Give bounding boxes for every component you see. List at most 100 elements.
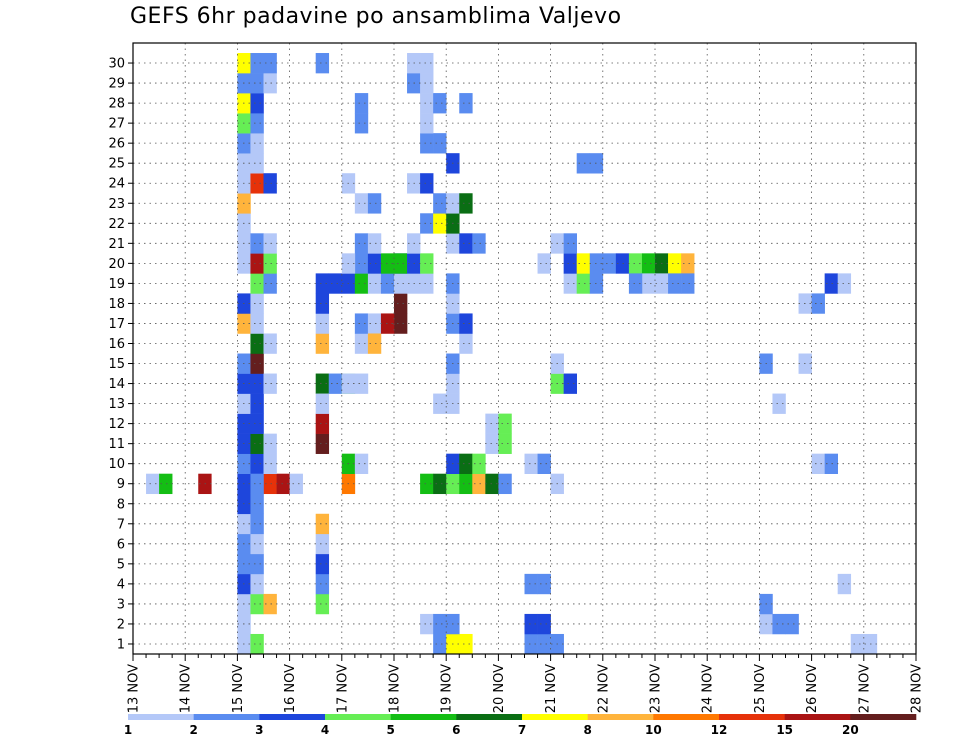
heatmap-cell (250, 313, 264, 334)
heatmap-cell (250, 133, 264, 154)
heatmap-cell (537, 613, 551, 635)
y-tick-label: 8 (117, 497, 125, 512)
heatmap-cell (289, 473, 303, 495)
y-tick-label: 25 (108, 157, 125, 172)
heatmap-cell (524, 633, 538, 655)
legend-label: 7 (518, 723, 526, 737)
heatmap-cell (250, 73, 264, 94)
y-tick-label: 12 (108, 417, 125, 432)
heatmap-cell (433, 633, 447, 655)
heatmap-cell (498, 433, 512, 454)
heatmap-cell (641, 253, 656, 274)
y-tick-label: 13 (108, 397, 125, 412)
heatmap-cell (459, 93, 473, 114)
heatmap-cell (394, 293, 408, 314)
heatmap-cell (263, 333, 277, 354)
y-tick-label: 17 (108, 317, 125, 332)
heatmap-cell (563, 233, 577, 254)
heatmap-cell (681, 273, 695, 294)
heatmap-cell (263, 233, 277, 254)
heatmap-cell (433, 613, 447, 635)
heatmap-cell (394, 273, 408, 294)
heatmap-cell (811, 453, 825, 474)
heatmap-cell (420, 113, 434, 134)
y-tick-label: 27 (108, 117, 125, 132)
color-legend: 1 2 3 4 5 6 7 8 10 12 15 20 (124, 714, 917, 737)
heatmap-cell (824, 273, 838, 294)
legend-swatch (587, 714, 654, 720)
y-axis: 1234567891011121314151617181920212223242… (108, 57, 133, 652)
heatmap-cell (537, 253, 551, 274)
legend-label: 10 (645, 723, 662, 737)
heatmap-cells (146, 53, 878, 655)
heatmap-cell (367, 273, 382, 294)
y-tick-label: 26 (108, 137, 125, 152)
heatmap-cell (328, 273, 343, 294)
heatmap-cell (394, 253, 408, 274)
heatmap-cell (524, 613, 538, 635)
heatmap-cell (250, 513, 264, 535)
heatmap-cell (433, 473, 447, 495)
y-tick-label: 19 (108, 277, 125, 292)
heatmap-cell (485, 413, 499, 434)
heatmap-cell (250, 473, 264, 495)
heatmap-cell (263, 173, 277, 194)
legend-swatch (325, 714, 391, 720)
legend-label: 4 (321, 723, 329, 737)
y-tick-label: 4 (117, 577, 125, 592)
heatmap-cell (250, 433, 264, 454)
x-tick-label: 19 NOV (440, 664, 455, 713)
heatmap-cell (602, 253, 617, 274)
heatmap-cell (628, 253, 643, 274)
x-tick-label: 26 NOV (805, 664, 820, 713)
y-tick-label: 14 (108, 377, 125, 392)
heatmap-cell (537, 633, 551, 655)
legend-swatch (784, 714, 851, 720)
heatmap-cell (433, 133, 447, 154)
heatmap-cell (250, 293, 264, 314)
x-tick-label: 18 NOV (388, 664, 403, 713)
heatmap-cell (459, 633, 473, 655)
heatmap-cell (263, 73, 277, 94)
heatmap-cell (354, 93, 369, 114)
heatmap-cell (250, 533, 264, 555)
heatmap-cell (420, 473, 434, 495)
heatmap-cell (537, 573, 551, 595)
heatmap-cell (354, 313, 369, 334)
heatmap-cell (276, 473, 290, 495)
heatmap-cell (263, 453, 277, 474)
heatmap-cell (354, 333, 369, 354)
heatmap-cell (433, 213, 447, 234)
heatmap-cell (250, 113, 264, 134)
x-tick-label: 25 NOV (753, 664, 768, 713)
heatmap-cell (420, 613, 434, 635)
grid-lines (133, 43, 916, 654)
heatmap-cell (250, 393, 264, 414)
legend-swatch (850, 714, 917, 720)
legend-swatch (719, 714, 785, 720)
legend-swatch (193, 714, 260, 720)
x-tick-label: 13 NOV (127, 664, 142, 713)
legend-swatch (456, 714, 523, 720)
heatmap-cell (354, 373, 369, 394)
heatmap-cell (420, 93, 434, 114)
y-tick-label: 7 (117, 517, 125, 532)
y-tick-label: 10 (108, 457, 125, 472)
heatmap-cell (250, 493, 264, 515)
legend-label: 1 (124, 723, 132, 737)
x-axis: 13 NOV 14 NOV 15 NOV 16 NOV 17 NOV 18 NOV 19 N… (127, 654, 925, 713)
heatmap-cell (315, 573, 330, 595)
heatmap-cell (263, 53, 277, 74)
heatmap-cell (668, 253, 682, 274)
heatmap-cell (354, 193, 369, 214)
heatmap-cell (459, 233, 473, 254)
x-tick-label: 27 NOV (857, 664, 872, 713)
heatmap-cell (354, 253, 369, 274)
y-tick-label: 5 (117, 557, 125, 572)
heatmap-cell (315, 313, 330, 334)
heatmap-cell (250, 593, 264, 615)
heatmap-cell (315, 433, 330, 454)
heatmap-cell (315, 593, 330, 615)
y-tick-label: 15 (108, 357, 125, 372)
heatmap-cell (250, 253, 264, 274)
